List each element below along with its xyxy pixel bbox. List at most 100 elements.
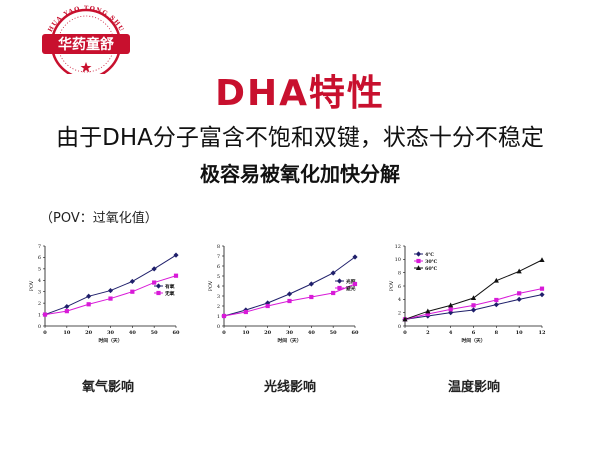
data-point [308, 281, 314, 287]
data-point [107, 287, 114, 294]
data-point [108, 296, 113, 301]
logo-star-icon [80, 62, 92, 73]
y-tick-label: 4 [217, 284, 220, 290]
series-line [44, 275, 177, 316]
logo-text: 华药童舒 [58, 36, 114, 53]
data-point [425, 308, 431, 314]
y-tick-label: 12 [395, 244, 401, 250]
data-point [173, 252, 179, 258]
y-tick-label: 2 [38, 301, 41, 307]
x-tick-label: 20 [264, 330, 271, 336]
y-tick-label: 0 [38, 324, 41, 330]
x-tick-label: 50 [330, 330, 337, 336]
legend-label: 无氧 [164, 290, 175, 297]
data-point [539, 257, 545, 262]
y-tick-label: 7 [217, 254, 220, 260]
data-point [86, 293, 92, 299]
legend-label: 光照 [345, 278, 356, 285]
y-tick-label: 3 [38, 290, 41, 296]
x-tick-label: 30 [107, 330, 114, 336]
legend-marker [416, 258, 421, 264]
y-tick-label: 8 [217, 244, 220, 250]
logo-ring-text: HUA YAO TONG SHU [47, 5, 125, 33]
data-point [448, 307, 453, 312]
data-point [86, 302, 91, 307]
x-tick-label: 60 [173, 330, 180, 336]
x-tick-label: 4 [449, 330, 453, 336]
data-point [130, 289, 135, 294]
y-axis-label: POV [208, 280, 214, 291]
data-point [64, 309, 69, 314]
x-axis-label: 时间（天） [278, 337, 302, 344]
y-tick-label: 0 [217, 324, 220, 330]
caption-temperature: 温度影响 [447, 380, 500, 395]
y-tick-label: 10 [395, 257, 401, 263]
legend-marker [415, 251, 422, 257]
legend-label: 60℃ [425, 266, 438, 272]
data-point [331, 290, 336, 296]
y-tick-label: 5 [38, 267, 41, 273]
y-tick-label: 4 [398, 297, 401, 303]
y-tick-label: 3 [217, 294, 220, 300]
data-point [221, 313, 227, 319]
data-point [243, 309, 248, 315]
y-axis-label: POV [389, 280, 395, 291]
data-point [352, 281, 358, 287]
x-tick-label: 0 [43, 330, 47, 336]
data-point [539, 286, 545, 291]
data-point [493, 302, 499, 308]
legend-marker [336, 278, 343, 284]
y-axis-label: POV [29, 280, 35, 291]
data-point [265, 303, 270, 309]
y-tick-label: 1 [38, 312, 41, 318]
y-tick-label: 6 [38, 255, 41, 261]
data-point [287, 298, 292, 304]
x-tick-label: 50 [151, 330, 158, 336]
y-tick-label: 2 [217, 304, 220, 310]
brand-logo: HUA YAO TONG SHU 华药童舒 [42, 5, 130, 74]
logo-banner [42, 34, 130, 54]
data-point [470, 295, 477, 300]
x-tick-label: 12 [539, 330, 546, 336]
legend-label: 30℃ [425, 259, 438, 265]
data-point [539, 292, 545, 298]
x-tick-label: 2 [426, 330, 430, 336]
data-point [402, 316, 408, 322]
data-point [330, 270, 336, 276]
data-point [309, 294, 314, 300]
x-tick-label: 8 [495, 330, 499, 336]
data-point [151, 266, 157, 272]
chart-temperature: 0 2 4 6 8 10 12 0 2 4 6 8 10 12 时间（天） POV 4℃30℃60℃ [389, 244, 546, 344]
y-tick-label: 2 [398, 310, 401, 316]
y-tick-label: 1 [217, 314, 220, 320]
legend-marker [337, 285, 342, 291]
x-tick-label: 0 [222, 330, 226, 336]
legend-label: 4℃ [425, 252, 434, 258]
y-tick-label: 6 [398, 284, 401, 290]
y-tick-label: 4 [38, 278, 41, 284]
caption-light: 光线影响 [263, 380, 316, 395]
y-tick-label: 8 [398, 270, 401, 276]
x-axis-label: 时间（天） [462, 337, 486, 344]
y-tick-label: 5 [217, 274, 220, 280]
data-point [493, 277, 499, 283]
data-point [152, 280, 157, 285]
x-tick-label: 30 [286, 330, 293, 336]
data-point [448, 302, 454, 308]
y-tick-label: 6 [217, 264, 220, 270]
page-title: DHA特性 [215, 73, 385, 114]
x-tick-label: 0 [403, 330, 407, 336]
x-tick-label: 60 [352, 330, 359, 336]
data-point [425, 311, 430, 317]
data-point [42, 312, 48, 317]
x-tick-label: 10 [242, 330, 249, 336]
caption-oxygen: 氧气影响 [81, 380, 134, 395]
data-point [286, 291, 293, 297]
data-point [471, 303, 476, 308]
data-point [470, 307, 477, 313]
x-tick-label: 10 [516, 330, 523, 336]
pov-note: （POV：过氧化值） [40, 211, 158, 226]
subtitle: 由于DHA分子富含不饱和双键，状态十分不稳定 [56, 125, 544, 151]
